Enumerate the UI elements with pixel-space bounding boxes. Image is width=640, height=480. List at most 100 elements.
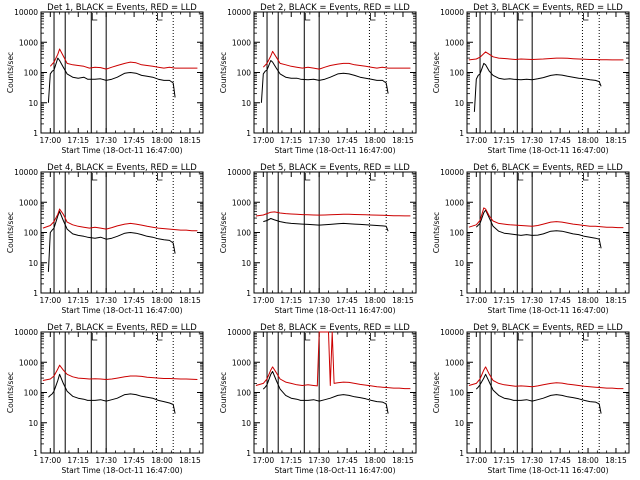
y-tick-label: 1000: [232, 198, 251, 207]
x-tick-label: 17:45: [336, 296, 358, 305]
panel-title: Det 8, BLACK = Events, RED = LLD: [260, 323, 410, 333]
y-tick-label: 100: [450, 389, 465, 398]
bracket-marker: [157, 173, 163, 181]
y-tick-label: 100: [24, 69, 39, 78]
x-tick-label: 18:00: [577, 296, 599, 305]
y-axis-label: Counts/sec: [432, 372, 441, 413]
y-tick-label: 10000: [440, 8, 464, 17]
x-tick-label: 17:15: [493, 296, 515, 305]
y-tick-label: 1000: [445, 358, 464, 367]
bracket-marker: [517, 333, 524, 341]
y-axis-label: Counts/sec: [6, 52, 15, 93]
series-line-events: [48, 373, 176, 414]
y-tick-label: 10000: [440, 328, 464, 337]
series-line-events: [262, 370, 389, 414]
x-tick-label: 17:00: [39, 136, 61, 145]
x-tick-label: 18:15: [392, 136, 414, 145]
bracket-marker: [370, 333, 376, 341]
bracket-marker: [91, 13, 98, 21]
x-axis-label: Start Time (18-Oct-11 16:47:00): [274, 306, 395, 315]
x-tick-label: 17:30: [521, 296, 543, 305]
detector-panel-3: Det 3, BLACK = Events, RED = LLD 1 10 100 10…: [432, 3, 630, 155]
y-tick-label: 10000: [14, 328, 38, 337]
x-tick-label: 17:15: [280, 456, 302, 465]
y-tick-label: 10000: [14, 168, 38, 177]
x-tick-label: 18:00: [577, 136, 599, 145]
series-line-events: [263, 218, 389, 232]
y-tick-label: 1: [459, 289, 464, 298]
panel-title: Det 7, BLACK = Events, RED = LLD: [47, 323, 197, 333]
x-axis-label: Start Time (18-Oct-11 16:47:00): [61, 466, 182, 475]
x-tick-label: 17:30: [308, 296, 330, 305]
y-tick-label: 1000: [445, 198, 464, 207]
y-tick-label: 1: [246, 289, 251, 298]
y-tick-label: 1: [459, 449, 464, 458]
panel-title: Det 2, BLACK = Events, RED = LLD: [260, 3, 410, 13]
x-tick-label: 17:30: [308, 136, 330, 145]
x-axis-label: Start Time (18-Oct-11 16:47:00): [487, 146, 608, 155]
y-tick-label: 10: [28, 99, 38, 108]
x-tick-label: 17:30: [521, 136, 543, 145]
x-tick-label: 17:45: [123, 136, 145, 145]
x-tick-label: 17:15: [493, 136, 515, 145]
x-tick-label: 17:00: [465, 456, 487, 465]
x-tick-label: 17:30: [95, 136, 117, 145]
y-tick-label: 10: [454, 99, 464, 108]
x-tick-label: 17:15: [280, 296, 302, 305]
y-tick-label: 100: [237, 229, 252, 238]
x-tick-label: 17:00: [252, 136, 274, 145]
x-tick-label: 17:15: [67, 136, 89, 145]
bracket-marker: [583, 173, 589, 181]
bracket-marker: [583, 13, 589, 21]
detector-panel-4: Det 4, BLACK = Events, RED = LLD 1 10 100 10…: [6, 163, 204, 315]
bracket-marker: [157, 13, 163, 21]
x-tick-label: 17:15: [67, 296, 89, 305]
x-tick-label: 17:00: [465, 136, 487, 145]
series-line-events: [47, 57, 176, 103]
x-axis-label: Start Time (18-Oct-11 16:47:00): [61, 146, 182, 155]
bracket-marker: [91, 173, 98, 181]
x-tick-label: 18:00: [364, 456, 386, 465]
series-line-events: [473, 62, 602, 112]
bracket-marker: [304, 13, 311, 21]
x-tick-label: 18:00: [364, 296, 386, 305]
bracket-marker: [370, 13, 376, 21]
panel-title: Det 3, BLACK = Events, RED = LLD: [473, 3, 623, 13]
panel-title: Det 5, BLACK = Events, RED = LLD: [260, 163, 410, 173]
series-line-lld: [42, 208, 198, 232]
series-line-lld: [42, 364, 198, 381]
x-tick-label: 18:15: [179, 296, 201, 305]
x-axis-label: Start Time (18-Oct-11 16:47:00): [274, 466, 395, 475]
panel-title: Det 4, BLACK = Events, RED = LLD: [47, 163, 197, 173]
detector-panel-8: Det 8, BLACK = Events, RED = LLD 1 10 100 10…: [219, 323, 417, 475]
y-tick-label: 1: [33, 129, 38, 138]
y-tick-label: 10000: [227, 168, 251, 177]
x-tick-label: 17:00: [465, 296, 487, 305]
bracket-marker: [370, 173, 376, 181]
x-tick-label: 17:45: [549, 296, 571, 305]
series-line-events: [260, 60, 389, 103]
series-line-events: [475, 373, 602, 414]
panel-title: Det 6, BLACK = Events, RED = LLD: [473, 163, 623, 173]
bracket-marker: [517, 13, 524, 21]
x-tick-label: 18:00: [577, 456, 599, 465]
panel-title: Det 9, BLACK = Events, RED = LLD: [473, 323, 623, 333]
y-tick-label: 10000: [227, 328, 251, 337]
x-tick-label: 17:30: [521, 456, 543, 465]
y-axis-label: Counts/sec: [6, 212, 15, 253]
y-tick-label: 1: [246, 129, 251, 138]
x-tick-label: 18:15: [392, 456, 414, 465]
series-line-lld: [255, 211, 411, 217]
y-tick-label: 1000: [232, 358, 251, 367]
y-tick-label: 100: [450, 69, 465, 78]
y-tick-label: 10000: [227, 8, 251, 17]
x-tick-label: 17:30: [95, 296, 117, 305]
y-axis-label: Counts/sec: [219, 212, 228, 253]
series-line-lld: [255, 331, 411, 390]
detector-panel-5: Det 5, BLACK = Events, RED = LLD 1 10 100 10…: [219, 163, 417, 315]
y-tick-label: 100: [24, 389, 39, 398]
x-tick-label: 17:45: [336, 136, 358, 145]
y-tick-label: 100: [24, 229, 39, 238]
y-tick-label: 1000: [232, 38, 251, 47]
y-axis-label: Counts/sec: [432, 52, 441, 93]
